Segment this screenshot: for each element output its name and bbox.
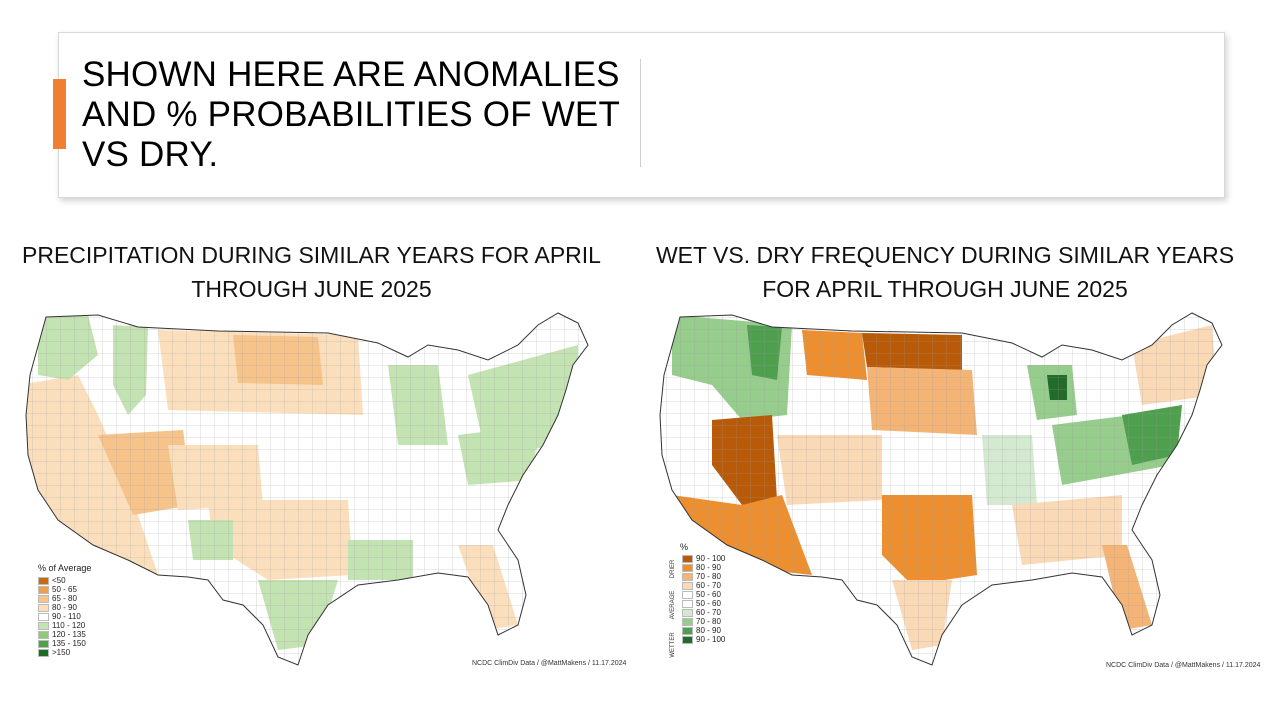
left-legend-swatch: [38, 576, 49, 585]
left-legend-swatch: [38, 594, 49, 603]
right-legend-item: 90 - 100: [682, 635, 725, 644]
right-legend-label: 90 - 100: [696, 635, 726, 644]
left-legend-item: <50: [38, 576, 91, 585]
right-legend-label: 70 - 80: [696, 617, 721, 626]
slide-title: SHOWN HERE ARE ANOMALIES AND % PROBABILI…: [82, 55, 620, 174]
left-legend-label: <50: [52, 576, 66, 585]
left-legend-label: 50 - 65: [52, 585, 77, 594]
wet-dry-map-svg: [659, 312, 1223, 666]
wetter-label: WETTER: [670, 632, 676, 658]
right-legend: % DRIER AVERAGE WETTER 90 - 100 80 - 90 70…: [668, 542, 725, 658]
left-legend-item: 90 - 110: [38, 612, 91, 621]
left-legend-label: 120 - 135: [52, 630, 86, 639]
title-divider: [640, 59, 641, 167]
right-legend-swatch: [682, 608, 693, 617]
left-legend-swatch: [38, 630, 49, 639]
title-card: SHOWN HERE ARE ANOMALIES AND % PROBABILI…: [53, 32, 1225, 198]
left-legend-swatch: [38, 621, 49, 630]
right-legend-item: 70 - 80: [682, 617, 725, 626]
right-legend-item: 60 - 70: [682, 581, 725, 590]
left-legend: % of Average <50 50 - 65 65 - 80 80 - 90 90 …: [38, 563, 91, 657]
accent-bar: [53, 79, 66, 149]
left-legend-swatch: [38, 603, 49, 612]
right-legend-label: 60 - 70: [696, 581, 721, 590]
left-legend-item: 120 - 135: [38, 630, 91, 639]
left-legend-label: 110 - 120: [52, 621, 86, 630]
average-label: AVERAGE: [670, 590, 676, 620]
us-outline-right: [659, 312, 1223, 666]
left-legend-label: 80 - 90: [52, 603, 77, 612]
right-legend-swatch: [682, 563, 693, 572]
left-map-title: PRECIPITATION DURING SIMILAR YEARS FOR A…: [22, 242, 601, 302]
left-credit: NCDC ClimDiv Data / @MattMakens / 11.17.…: [472, 660, 627, 667]
precipitation-map: [18, 305, 618, 675]
right-legend-swatch: [682, 626, 693, 635]
right-legend-swatch: [682, 581, 693, 590]
right-legend-swatch: [682, 617, 693, 626]
drier-label: DRIER: [670, 559, 676, 579]
left-legend-item: >150: [38, 648, 91, 657]
left-legend-swatch: [38, 648, 49, 657]
right-legend-swatch: [682, 599, 693, 608]
right-map-title: WET VS. DRY FREQUENCY DURING SIMILAR YEA…: [655, 242, 1235, 302]
right-legend-label: 90 - 100: [696, 554, 726, 563]
right-legend-item: 90 - 100: [682, 554, 725, 563]
precipitation-map-svg: [25, 312, 589, 666]
left-legend-item: 65 - 80: [38, 594, 91, 603]
left-legend-item: 80 - 90: [38, 603, 91, 612]
us-outline: [25, 312, 589, 666]
left-legend-label: 90 - 110: [52, 612, 81, 621]
right-legend-item: 70 - 80: [682, 572, 725, 581]
right-legend-item: 50 - 60: [682, 599, 725, 608]
left-legend-title: % of Average: [38, 563, 92, 573]
left-legend-item: 50 - 65: [38, 585, 91, 594]
left-legend-item: 110 - 120: [38, 621, 91, 630]
right-legend-label: 80 - 90: [696, 626, 721, 635]
right-legend-swatch: [682, 590, 693, 599]
right-legend-item: 50 - 60: [682, 590, 725, 599]
left-legend-label: 65 - 80: [52, 594, 77, 603]
left-legend-label: 135 - 150: [52, 639, 86, 648]
left-legend-label: >150: [52, 648, 71, 657]
left-legend-item: 135 - 150: [38, 639, 91, 648]
right-credit: NCDC ClimDiv Data / @MattMakens / 11.17.…: [1106, 662, 1261, 669]
left-legend-swatch: [38, 585, 49, 594]
right-legend-label: 50 - 60: [696, 599, 721, 608]
right-legend-item: 60 - 70: [682, 608, 725, 617]
right-legend-label: 80 - 90: [696, 563, 721, 572]
right-legend-label: 70 - 80: [696, 572, 721, 581]
right-legend-label: 50 - 60: [696, 590, 721, 599]
wet-dry-frequency-map: [652, 305, 1252, 675]
right-legend-swatch: [682, 635, 693, 644]
right-legend-swatch: [682, 554, 693, 563]
right-legend-item: 80 - 90: [682, 563, 725, 572]
right-legend-swatch: [682, 572, 693, 581]
right-legend-label: 60 - 70: [696, 608, 721, 617]
left-legend-swatch: [38, 639, 49, 648]
right-legend-unit: %: [680, 542, 689, 552]
right-legend-item: 80 - 90: [682, 626, 725, 635]
left-legend-swatch: [38, 612, 49, 621]
